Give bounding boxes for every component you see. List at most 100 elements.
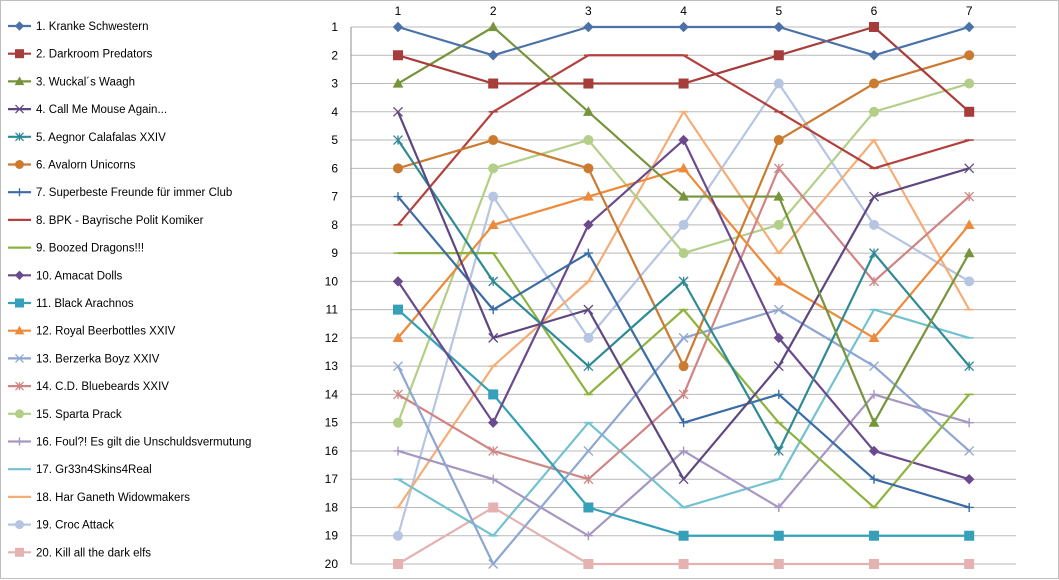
data-point — [393, 361, 403, 372]
x-tick-label: 3 — [585, 4, 592, 18]
data-point — [678, 559, 689, 569]
data-point — [392, 21, 404, 33]
data-point — [488, 305, 498, 315]
legend-entry: 20. Kill all the dark elfs — [8, 547, 151, 559]
data-point — [678, 332, 689, 343]
data-point — [773, 304, 784, 315]
series-20 — [393, 502, 975, 569]
legend-entry: 4. Call Me Mouse Again... — [8, 104, 167, 116]
data-point — [773, 445, 784, 456]
data-point — [964, 276, 975, 287]
data-point — [393, 50, 403, 61]
data-point — [678, 21, 689, 33]
data-point — [488, 191, 499, 202]
data-point — [963, 474, 975, 485]
data-point — [488, 389, 499, 400]
y-tick-label: 5 — [331, 133, 338, 147]
data-point — [679, 418, 689, 428]
legend-entry: 6. Avalorn Unicorns — [8, 160, 136, 172]
data-point — [868, 50, 880, 61]
data-point — [488, 502, 499, 513]
legend-entry: 18. Har Ganeth Widowmakers — [8, 492, 190, 504]
data-point — [583, 559, 594, 569]
legend-label: 18. Har Ganeth Widowmakers — [36, 492, 190, 504]
legend-marker — [15, 132, 24, 142]
legend-label: 7. Superbeste Freunde für immer Club — [36, 187, 232, 199]
data-point — [964, 106, 975, 117]
legend-entry: 19. Croc Attack — [8, 520, 114, 532]
data-point — [964, 78, 975, 89]
y-tick-label: 11 — [326, 303, 339, 317]
legend-entry: 14. C.D. Bluebeards XXIV — [8, 381, 169, 393]
data-point — [773, 135, 784, 146]
legend-entry: 13. Berzerka Boyz XXIV — [8, 353, 160, 365]
data-point — [583, 474, 594, 485]
legend-marker — [15, 188, 24, 197]
data-point — [678, 134, 689, 146]
legend-marker — [15, 353, 24, 363]
data-point — [583, 106, 594, 116]
data-point — [487, 417, 499, 428]
data-point — [963, 219, 975, 229]
y-tick-label: 2 — [331, 48, 338, 62]
y-tick-label: 19 — [325, 529, 339, 543]
data-point — [393, 559, 403, 569]
data-point — [869, 474, 879, 484]
legend-marker — [15, 409, 24, 419]
legend-marker — [15, 437, 24, 446]
data-point — [393, 389, 403, 400]
y-tick-label: 10 — [325, 274, 339, 288]
series-19 — [393, 78, 975, 541]
data-point — [773, 219, 784, 230]
data-point — [964, 50, 975, 61]
legend-marker — [14, 21, 25, 31]
data-point — [488, 445, 499, 456]
data-point — [487, 21, 499, 32]
y-tick-label: 4 — [331, 105, 338, 119]
data-point — [869, 389, 879, 399]
series-lines — [392, 21, 975, 569]
data-point — [583, 135, 594, 146]
data-point — [393, 304, 403, 315]
data-point — [678, 474, 689, 485]
data-point — [773, 559, 784, 569]
series-7 — [393, 192, 974, 512]
data-point — [868, 445, 880, 457]
legend-label: 19. Croc Attack — [36, 520, 114, 532]
legend-label: 15. Sparta Prack — [36, 409, 122, 421]
legend-label: 6. Avalorn Unicorns — [36, 160, 136, 172]
legend-marker — [15, 547, 24, 557]
legend-entry: 9. Boozed Dragons!!! — [8, 243, 144, 255]
data-point — [964, 530, 975, 541]
legend-label: 9. Boozed Dragons!!! — [36, 243, 144, 255]
data-point — [488, 474, 498, 484]
y-tick-label: 12 — [325, 331, 339, 345]
data-point — [583, 332, 594, 343]
y-tick-label: 14 — [325, 387, 339, 401]
x-tick-label: 1 — [395, 4, 402, 18]
data-point — [678, 389, 689, 400]
series-17 — [393, 308, 974, 537]
data-point — [773, 332, 785, 344]
data-point — [869, 106, 879, 117]
series-18 — [393, 110, 974, 509]
y-tick-label: 6 — [331, 161, 338, 175]
legend-entry: 3. Wuckal´s Waagh — [8, 76, 135, 88]
series-8 — [393, 54, 974, 226]
data-point — [773, 191, 785, 201]
y-tick-label: 3 — [331, 77, 338, 91]
legend-label: 14. C.D. Bluebeards XXIV — [36, 381, 169, 393]
x-tick-label: 5 — [775, 4, 782, 18]
legend-label: 3. Wuckal´s Waagh — [36, 76, 135, 88]
gridlines — [351, 26, 1016, 565]
data-point — [773, 21, 785, 33]
data-point — [868, 332, 880, 342]
legend-entry: 1. Kranke Schwestern — [8, 21, 149, 33]
y-tick-label: 1 — [331, 20, 338, 34]
data-point — [773, 361, 784, 372]
data-point — [393, 530, 403, 541]
series-12 — [392, 162, 975, 342]
data-point — [583, 219, 594, 231]
legend-marker — [14, 270, 25, 281]
